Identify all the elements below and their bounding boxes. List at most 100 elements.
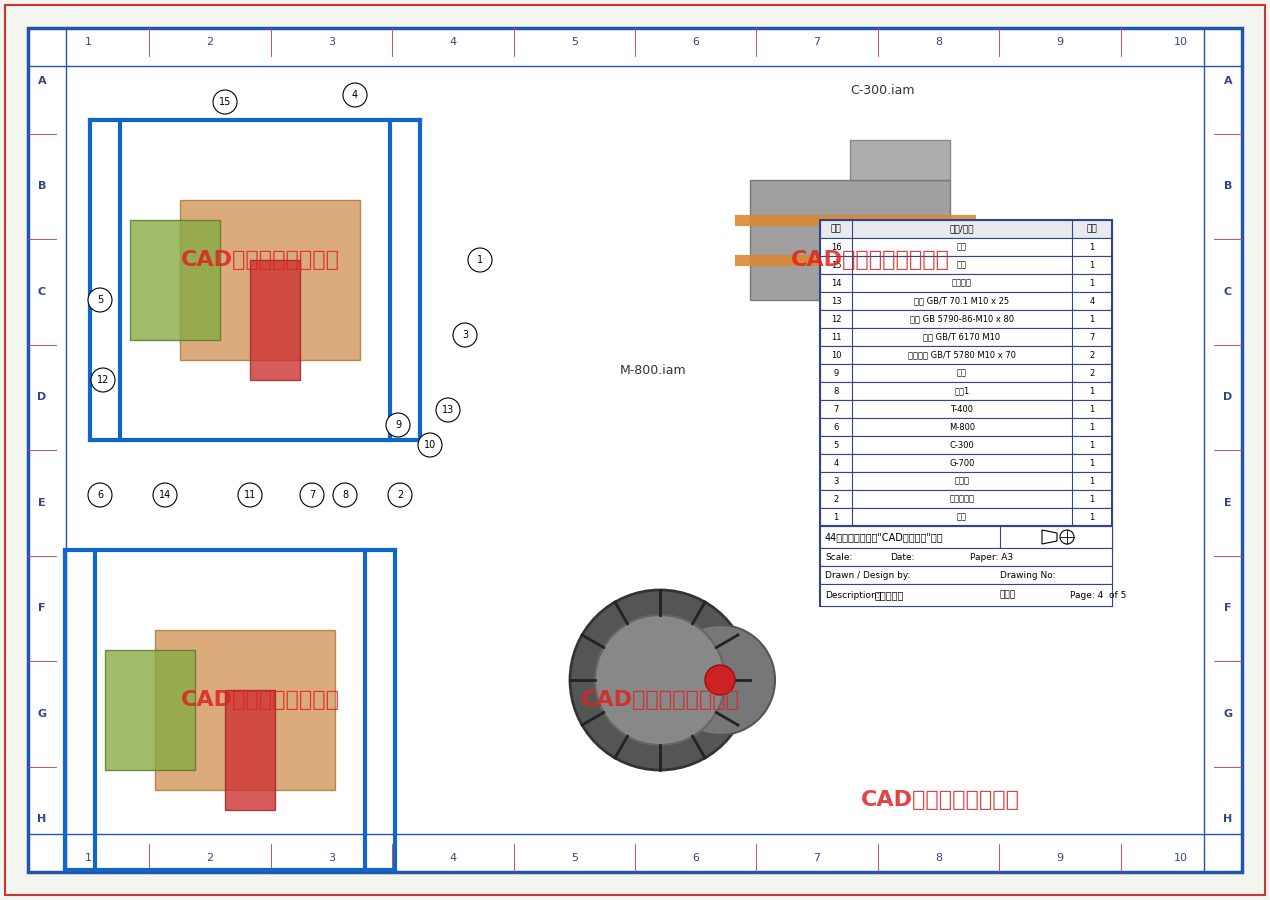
Bar xyxy=(820,584,1113,606)
Bar xyxy=(820,256,1113,274)
Text: 10: 10 xyxy=(831,350,841,359)
Text: 1: 1 xyxy=(1090,314,1095,323)
Text: C-300: C-300 xyxy=(950,440,974,449)
Text: 5: 5 xyxy=(97,295,103,305)
Text: Drawn / Design by:: Drawn / Design by: xyxy=(826,571,911,580)
Text: 装配示意图: 装配示意图 xyxy=(875,590,904,600)
Circle shape xyxy=(88,483,112,507)
Text: Scale:: Scale: xyxy=(826,553,852,562)
Text: 1: 1 xyxy=(478,255,483,265)
Text: 7: 7 xyxy=(309,490,315,500)
Circle shape xyxy=(596,615,725,745)
Text: 油泵: 油泵 xyxy=(958,242,966,251)
Text: Date:: Date: xyxy=(890,553,914,562)
Text: G: G xyxy=(1223,709,1233,719)
Text: 2: 2 xyxy=(207,853,213,863)
Text: 1: 1 xyxy=(1090,260,1095,269)
Text: G: G xyxy=(37,709,47,719)
Text: 15: 15 xyxy=(831,260,841,269)
Text: 2: 2 xyxy=(833,494,838,503)
Text: C: C xyxy=(1224,287,1232,297)
Bar xyxy=(820,436,1113,454)
Bar xyxy=(999,526,1113,548)
Bar xyxy=(820,418,1113,436)
Text: C-300.iam: C-300.iam xyxy=(850,84,914,96)
Text: 数量: 数量 xyxy=(1087,224,1097,233)
Text: 8: 8 xyxy=(935,37,942,47)
Text: 5: 5 xyxy=(570,37,578,47)
Text: 6: 6 xyxy=(97,490,103,500)
Bar xyxy=(820,274,1113,292)
Text: M-800: M-800 xyxy=(949,422,975,431)
Polygon shape xyxy=(250,260,300,380)
Text: 2: 2 xyxy=(396,490,403,500)
Polygon shape xyxy=(130,220,220,340)
Bar xyxy=(820,310,1113,328)
Circle shape xyxy=(453,323,478,347)
Text: 3: 3 xyxy=(462,330,469,340)
Bar xyxy=(820,454,1113,472)
Bar xyxy=(820,328,1113,346)
Text: M-800.iam: M-800.iam xyxy=(620,364,687,376)
Text: 1: 1 xyxy=(1090,422,1095,431)
Bar xyxy=(820,566,1113,584)
Text: 4: 4 xyxy=(833,458,838,467)
Text: Page: 4  of 5: Page: 4 of 5 xyxy=(1071,590,1126,599)
Bar xyxy=(820,548,1113,566)
Text: 贺钉 GB/T 70.1 M10 x 25: 贺钉 GB/T 70.1 M10 x 25 xyxy=(914,296,1010,305)
Text: 4: 4 xyxy=(1090,296,1095,305)
Circle shape xyxy=(152,483,177,507)
Circle shape xyxy=(333,483,357,507)
Polygon shape xyxy=(105,650,196,770)
Text: Description:: Description: xyxy=(826,590,880,599)
Circle shape xyxy=(570,590,751,770)
Text: F: F xyxy=(38,603,46,613)
Text: E: E xyxy=(1224,498,1232,508)
Text: 8: 8 xyxy=(833,386,838,395)
Text: 贺母 GB/T 6170 M10: 贺母 GB/T 6170 M10 xyxy=(923,332,1001,341)
Bar xyxy=(820,382,1113,400)
Text: CAD机械三维模型设计: CAD机械三维模型设计 xyxy=(790,250,950,270)
Text: 7: 7 xyxy=(814,853,820,863)
Text: A: A xyxy=(1224,76,1232,86)
Text: 1: 1 xyxy=(1090,278,1095,287)
Text: 件号: 件号 xyxy=(831,224,841,233)
Text: CAD机械三维模型设计: CAD机械三维模型设计 xyxy=(861,790,1020,810)
Polygon shape xyxy=(850,140,950,180)
Polygon shape xyxy=(155,630,335,790)
Circle shape xyxy=(91,368,116,392)
Text: A: A xyxy=(38,76,46,86)
Text: 10: 10 xyxy=(1175,37,1189,47)
Text: 材料：: 材料： xyxy=(999,590,1016,599)
Text: 12: 12 xyxy=(831,314,841,323)
Text: 14: 14 xyxy=(831,278,841,287)
Text: 5: 5 xyxy=(833,440,838,449)
Text: 2: 2 xyxy=(207,37,213,47)
Text: 5: 5 xyxy=(570,853,578,863)
Text: 1: 1 xyxy=(1090,512,1095,521)
Bar xyxy=(820,220,1113,526)
Text: 1: 1 xyxy=(833,512,838,521)
Text: 16: 16 xyxy=(831,242,841,251)
Text: F: F xyxy=(1224,603,1232,613)
Bar xyxy=(820,526,1113,548)
Text: CAD机械三维模型设计: CAD机械三维模型设计 xyxy=(580,690,739,710)
Text: 9: 9 xyxy=(1057,37,1063,47)
Text: 1: 1 xyxy=(1090,458,1095,467)
Circle shape xyxy=(343,83,367,107)
Text: 六角贺栓 GB/T 5780 M10 x 70: 六角贺栓 GB/T 5780 M10 x 70 xyxy=(908,350,1016,359)
Text: 12: 12 xyxy=(97,375,109,385)
Polygon shape xyxy=(751,180,950,300)
Text: 1: 1 xyxy=(1090,404,1095,413)
Bar xyxy=(820,220,1113,238)
Text: G-700: G-700 xyxy=(949,458,974,467)
Circle shape xyxy=(300,483,324,507)
Text: 1: 1 xyxy=(1090,494,1095,503)
Polygon shape xyxy=(180,200,359,360)
Text: 4: 4 xyxy=(450,37,456,47)
Text: 高压储气罐: 高压储气罐 xyxy=(950,494,974,503)
Bar xyxy=(820,364,1113,382)
Text: 44届世界技能大赛"CAD机械设计"项目: 44届世界技能大赛"CAD机械设计"项目 xyxy=(826,532,944,542)
Text: 贺栓 GB 5790-86-M10 x 80: 贺栓 GB 5790-86-M10 x 80 xyxy=(909,314,1013,323)
Text: 油皅1: 油皅1 xyxy=(954,386,969,395)
